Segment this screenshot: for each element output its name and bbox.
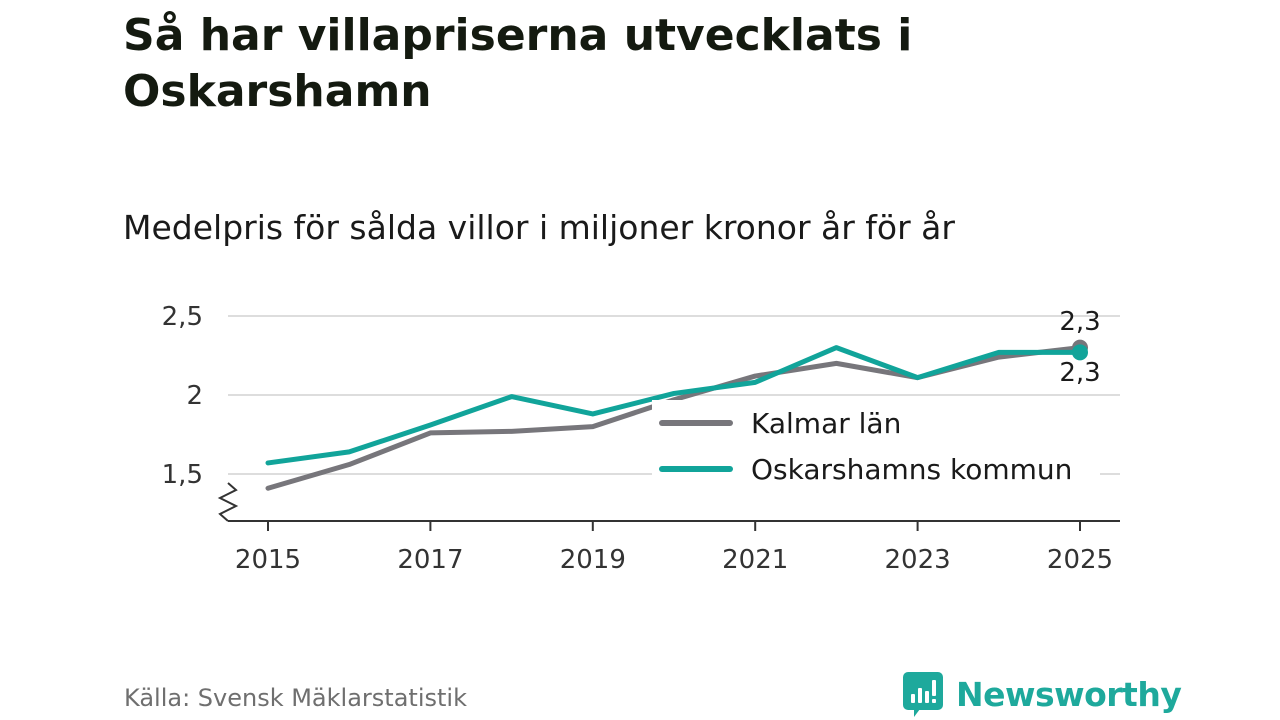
- legend-label-kalmar-l-n: Kalmar län: [751, 407, 901, 440]
- x-tick-label: 2019: [560, 545, 626, 575]
- series-line-oskarshamns-kommun: [265, 345, 1083, 466]
- line-chart: 1,5 2 2,5 2015 2017 2019 2021 2023 2025 Kalmar lä…: [162, 302, 1120, 575]
- legend-box: [652, 400, 1100, 500]
- y-tick-label: 1,5: [162, 460, 203, 490]
- x-tick-label: 2017: [397, 545, 463, 575]
- legend-label-oskarshamns-kommun: Oskarshamns kommun: [751, 453, 1072, 486]
- brand-logo: Newsworthy: [902, 670, 1182, 718]
- chart-subtitle: Medelpris för sålda villor i miljoner kr…: [123, 208, 955, 247]
- y-tick-label: 2,5: [162, 302, 203, 332]
- x-tick-label: 2021: [722, 545, 788, 575]
- x-tick-label: 2025: [1047, 545, 1113, 575]
- end-value-label-kalmar-l-n: 2,3: [1059, 307, 1100, 337]
- x-tick-label: 2023: [885, 545, 951, 575]
- brand-name: Newsworthy: [956, 674, 1182, 714]
- chart-title: Så har villapriserna utvecklats i Oskars…: [123, 10, 913, 117]
- newsworthy-logo-icon: [903, 672, 943, 717]
- x-tick-label: 2015: [235, 545, 301, 575]
- y-axis-break: [217, 482, 239, 522]
- y-tick-label: 2: [186, 381, 203, 411]
- end-value-label-oskarshamns-kommun: 2,3: [1059, 358, 1100, 388]
- end-point-oskarshamns-kommun: [1072, 344, 1088, 361]
- source-note: Källa: Svensk Mäklarstatistik: [124, 684, 467, 712]
